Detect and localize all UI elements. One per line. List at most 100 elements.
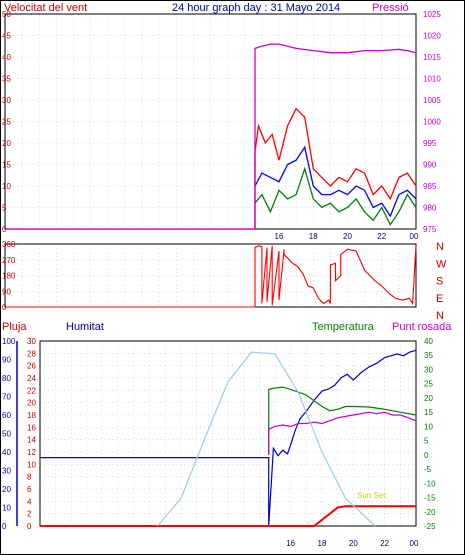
humidity-tick-label: 0 [2,522,7,531]
wind-tick-label: 5 [2,204,7,213]
wind-tick-label: 35 [2,75,11,84]
compass-label: E [436,293,443,305]
direction-tick-label: 0 [2,303,7,312]
compass-label: N [436,241,444,253]
humidity-tick-label: 50 [2,430,11,439]
compass-label: S [436,276,443,288]
rain-tick-label: 26 [27,362,36,371]
rain-tick-label: 8 [27,473,32,482]
temp-tick-label: 30 [424,365,433,374]
series-direction [5,245,417,308]
series-avg [254,166,417,226]
rain-tick-label: 14 [27,436,36,445]
temp-tick-label: -20 [424,508,436,517]
rain-tick-label: 10 [27,460,36,469]
temp-tick-label: -10 [424,479,436,488]
wind-tick-label: 25 [2,118,11,127]
sunset-annotation: Sun Set [357,491,386,500]
pressure-tick-label: 1015 [423,53,441,62]
temp-tick-label: -15 [424,494,436,503]
wind-speed-title: Velocitat del vent [4,2,87,14]
rain-tick-label: 16 [27,423,36,432]
rain-tick-label: 2 [27,510,32,519]
temp-tick-label: 20 [424,394,433,403]
humidity-tick-label: 20 [2,485,11,494]
p3-x-tick-label: 20 [349,539,358,548]
direction-tick-label: 270 [2,256,16,265]
rain-tick-label: 0 [27,522,32,531]
compass-label: W [436,258,447,270]
temp-tick-label: 0 [424,451,429,460]
pressure-tick-label: 1020 [423,32,441,41]
rain-tick-label: 22 [27,386,36,395]
pressure-tick-label: 990 [423,161,437,170]
humidity-tick-label: 70 [2,393,11,402]
wind-tick-label: 20 [2,139,11,148]
temp-tick-label: -25 [424,522,436,531]
wind-pressure-panel: 0510152025303540455097598098599099510001… [2,10,441,241]
p3-x-tick-label: 00 [410,539,419,548]
pressure-title: Pressió [372,2,409,14]
temperature-label: Temperatura [312,321,375,333]
wind-tick-label: 30 [2,96,11,105]
humidity-tick-label: 30 [2,467,11,476]
pressure-tick-label: 1025 [423,10,441,19]
direction-tick-label: 90 [2,287,11,296]
series-pluja [40,505,416,527]
p1-x-tick-label: 00 [410,232,419,241]
p1-x-tick-label: 16 [275,232,284,241]
humidity-label: Humitat [66,321,104,333]
wind-tick-label: 40 [2,53,11,62]
rain-tick-label: 20 [27,399,36,408]
temp-tick-label: 10 [424,422,433,431]
wind-tick-label: 0 [2,225,7,234]
p3-x-tick-label: 18 [318,539,327,548]
p3-x-tick-label: 16 [286,539,295,548]
humidity-tick-label: 60 [2,411,11,420]
pressure-tick-label: 995 [423,139,437,148]
humidity-tick-label: 100 [2,337,16,346]
humidity-tick-label: 90 [2,356,11,365]
series-temperatura [268,386,417,455]
series-velocitat-del-vent [5,107,417,230]
temp-tick-label: 25 [424,380,433,389]
wind-tick-label: 15 [2,161,11,170]
rain-tick-label: 18 [27,411,36,420]
temp-tick-label: 5 [424,437,429,446]
rain-tick-label: 30 [27,337,36,346]
graph-title: 24 hour graph day : 31 Mayo 2014 [172,2,340,14]
temp-tick-label: -5 [424,465,432,474]
rain-tick-label: 28 [27,349,36,358]
series-pressió [5,43,417,230]
temp-humidity-rain-panel: 0102030405060708090100024681012141618202… [2,337,436,548]
wind-tick-label: 45 [2,32,11,41]
series-punt-rosada [268,411,417,455]
humidity-tick-label: 10 [2,504,11,513]
p2-frame [4,243,417,308]
pressure-tick-label: 1000 [423,118,441,127]
p1-x-tick-label: 20 [343,232,352,241]
pressure-tick-label: 1010 [423,75,441,84]
wind-tick-label: 50 [2,10,11,19]
wind-tick-label: 10 [2,182,11,191]
pressure-tick-label: 1005 [423,96,441,105]
humidity-tick-label: 40 [2,448,11,457]
pressure-tick-label: 980 [423,204,437,213]
p1-x-tick-label: 22 [377,232,386,241]
temp-tick-label: 40 [424,337,433,346]
p1-x-tick-label: 18 [309,232,318,241]
temp-tick-label: 15 [424,408,433,417]
rain-tick-label: 4 [27,497,32,506]
humidity-tick-label: 80 [2,374,11,383]
rain-label: Pluja [2,321,27,333]
pressure-tick-label: 985 [423,182,437,191]
temp-tick-label: 35 [424,351,433,360]
dewpoint-label: Punt rosada [392,321,452,333]
series-gust [254,145,417,218]
series-humitat [40,349,417,527]
rain-tick-label: 6 [27,485,32,494]
